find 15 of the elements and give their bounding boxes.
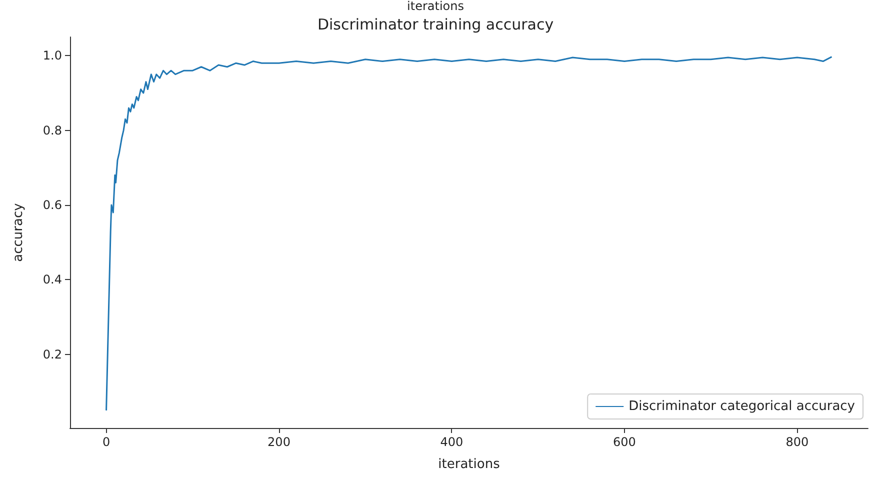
x-tick-label: 400 — [440, 435, 464, 449]
text: iterations — [407, 0, 464, 13]
x-tick-label: 200 — [268, 435, 290, 449]
chart-title: Discriminator training accuracy — [317, 16, 554, 34]
y-tick-label: 0.6 — [42, 198, 62, 212]
x-tick-label: 600 — [613, 435, 636, 449]
legend-label: Discriminator categorical accuracy — [628, 399, 856, 414]
y-tick-label: 0.8 — [42, 123, 62, 138]
x-tick-label: 0 — [102, 435, 110, 449]
x-tick-label: 800 — [786, 435, 809, 449]
y-axis-title: accuracy — [11, 202, 26, 262]
x-axis-title: iterations — [438, 457, 500, 472]
y-tick-label: 0.4 — [42, 272, 62, 287]
y-tick-label: 1.0 — [42, 48, 62, 63]
y-tick-label: 0.2 — [42, 347, 62, 362]
